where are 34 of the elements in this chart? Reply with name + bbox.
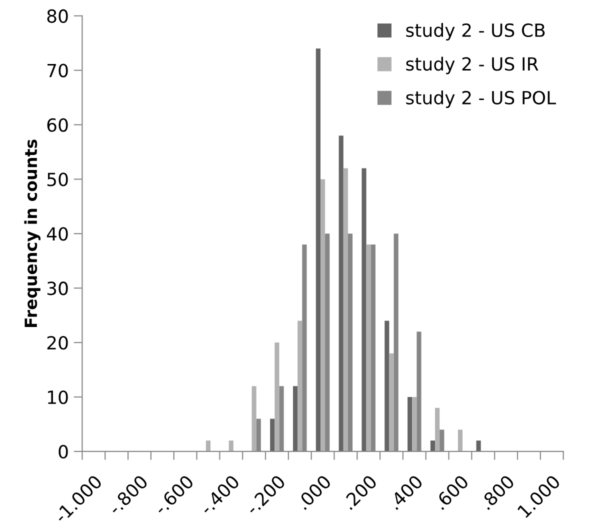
bar — [458, 430, 463, 452]
bar — [412, 396, 417, 452]
bar — [274, 342, 280, 452]
bar — [338, 136, 344, 452]
bar — [298, 320, 302, 452]
bar — [316, 48, 320, 452]
bar — [366, 244, 371, 452]
bar — [408, 396, 412, 452]
y-tick-label: 0 — [58, 444, 68, 459]
bar — [206, 440, 211, 452]
bar — [362, 168, 366, 452]
bar — [292, 386, 298, 452]
bar — [270, 418, 275, 452]
bar — [435, 408, 440, 452]
y-tick-label: 70 — [48, 64, 68, 78]
bar — [320, 179, 326, 452]
legend-label: study 2 - US CB — [406, 23, 545, 41]
y-tick-label: 30 — [47, 282, 68, 296]
y-tick-label: 10 — [48, 390, 68, 404]
legend-label: study 2 - US IR — [406, 56, 538, 74]
bar — [476, 440, 481, 452]
y-tick-label: 50 — [47, 172, 68, 186]
bar — [228, 440, 234, 452]
bar — [384, 320, 390, 452]
y-axis-title: Frequency in counts — [24, 140, 40, 327]
y-tick-label: 60 — [47, 118, 68, 132]
y-tick-label: 20 — [47, 336, 68, 350]
y-tick-label: 80 — [47, 9, 68, 23]
bar — [252, 386, 256, 452]
bar — [430, 440, 436, 452]
legend-label: study 2 - US POL — [406, 90, 556, 108]
bar — [389, 353, 394, 452]
y-tick-label: 40 — [46, 227, 68, 241]
bar — [343, 168, 348, 452]
